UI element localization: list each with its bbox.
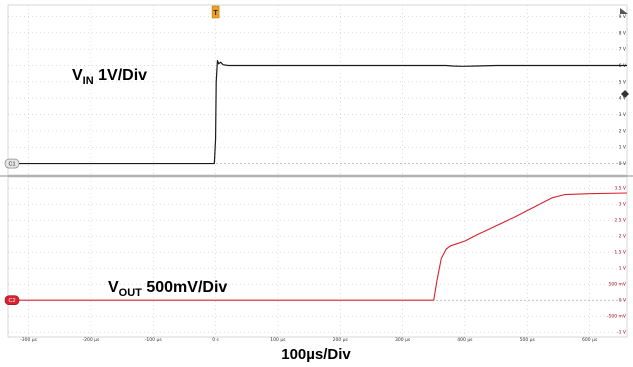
markers: T C1 C2 — [4, 5, 629, 306]
y-tick-label: 1 V — [619, 145, 627, 151]
x-tick-label: 0 s — [212, 337, 219, 343]
ch1-offset-marker-icon[interactable] — [621, 90, 629, 98]
x-tick-label: 400 µs — [457, 337, 473, 343]
ch1-badge-shape — [4, 158, 20, 169]
trigger-flag-icon — [211, 5, 220, 19]
y-tick-label: 4 V — [619, 96, 627, 102]
vout-trace — [16, 192, 628, 301]
traces — [16, 59, 628, 301]
ch2-badge[interactable]: C2 — [4, 295, 20, 306]
x-tick-label: -300 µs — [20, 337, 38, 343]
corner-arrow-icon — [620, 8, 628, 14]
y-tick-label: 2.5 V — [614, 218, 627, 224]
x-tick-label: -200 µs — [82, 337, 100, 343]
y-tick-label: 2 V — [619, 234, 627, 240]
y-tick-label: 0 V — [619, 298, 627, 304]
axes — [0, 4, 633, 338]
y-tick-label: 5 V — [619, 79, 627, 85]
x-axis-label: 100µs/Div — [281, 346, 351, 363]
x-tick-label: 100 µs — [270, 337, 286, 343]
y-tick-label: 7 V — [619, 47, 627, 53]
y-tick-label: 3 V — [619, 202, 627, 208]
x-tick-label: 600 µs — [582, 337, 598, 343]
ch1-badge-label: C1 — [8, 162, 15, 168]
y-tick-label: -1 V — [617, 330, 627, 336]
y-tick-label: 9 V — [619, 14, 627, 20]
x-tick-label: -100 µs — [145, 337, 163, 343]
tick-labels: 9 V8 V7 V6 V5 V4 V3 V2 V1 V0 V3.5 V3 V2.… — [20, 14, 627, 343]
ch2-badge-label: C2 — [8, 298, 15, 304]
y-tick-label: 3.5 V — [614, 186, 627, 192]
y-tick-label: 1.5 V — [614, 250, 627, 256]
y-tick-label: 500 mV — [609, 282, 627, 288]
x-tick-label: 200 µs — [333, 337, 349, 343]
trigger-marker[interactable]: T — [211, 5, 220, 19]
pane-frame-1 — [7, 4, 628, 176]
y-tick-label: -500 mV — [607, 314, 627, 320]
pane-frame-2 — [7, 176, 628, 338]
vin-trace — [16, 59, 627, 165]
vin-annotation: VIN 1V/Div — [72, 67, 147, 87]
vout-annotation: VOUT 500mV/Div — [108, 279, 227, 299]
x-tick-label: 300 µs — [395, 337, 411, 343]
ch1-badge[interactable]: C1 — [4, 158, 20, 169]
trigger-label: T — [213, 10, 218, 17]
y-tick-label: 8 V — [619, 30, 627, 36]
y-tick-label: 3 V — [619, 112, 627, 118]
ch2-badge-shape — [4, 295, 20, 306]
y-tick-label: 2 V — [619, 128, 627, 134]
y-tick-label: 0 V — [619, 161, 627, 167]
x-tick-label: 500 µs — [520, 337, 536, 343]
y-tick-label: 1 V — [619, 266, 627, 272]
